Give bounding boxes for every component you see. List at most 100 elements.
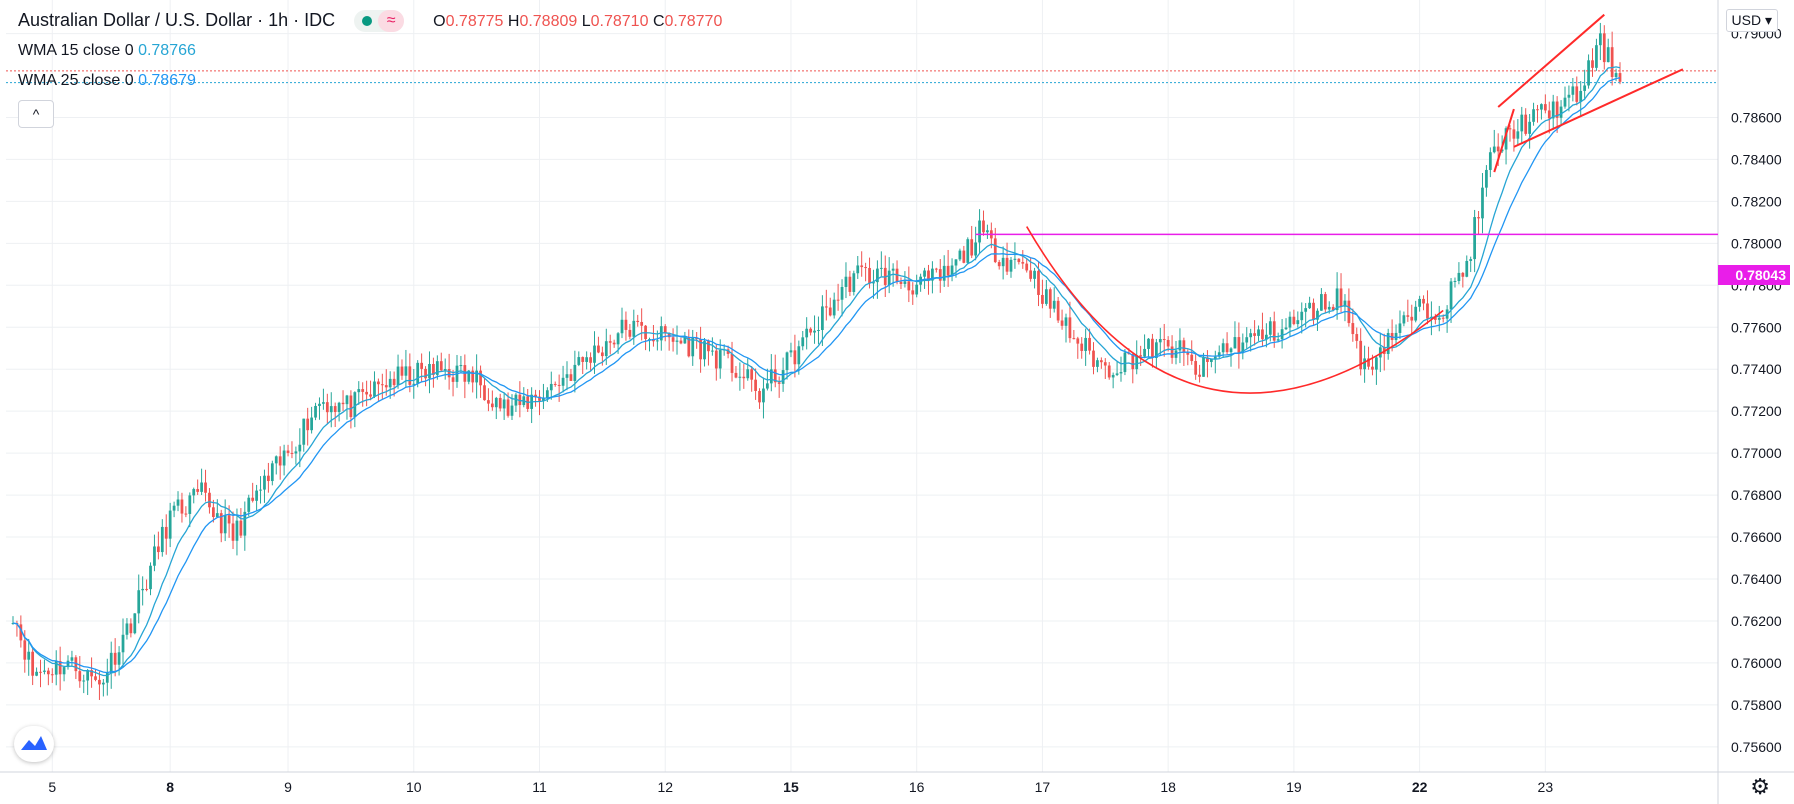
candle-body (970, 239, 974, 256)
candle (899, 277, 903, 290)
candle-body (1241, 342, 1245, 354)
candle-body (927, 270, 930, 281)
candle-body (553, 383, 557, 385)
candle (864, 262, 867, 282)
candle-body (982, 220, 985, 233)
candle-body (879, 267, 883, 269)
candle-body (1327, 306, 1331, 310)
wma25-value: 0.78679 (138, 72, 196, 89)
candle-body (1292, 316, 1296, 325)
candle (1320, 288, 1323, 311)
candle-body (1433, 316, 1437, 320)
candle-body (828, 307, 832, 316)
candle-body (573, 364, 577, 381)
candle (1099, 357, 1103, 369)
candle (180, 492, 184, 523)
candle (1056, 296, 1060, 323)
candle-body (821, 306, 824, 331)
legend-collapse-button[interactable]: ^ (18, 100, 54, 128)
candle (1068, 301, 1072, 343)
candle (1265, 323, 1268, 348)
status-pill[interactable]: ≈ (354, 10, 405, 33)
candle (1367, 346, 1370, 370)
candle (1131, 352, 1135, 384)
y-tick-label: 0.77600 (1731, 319, 1782, 335)
candle-body (78, 671, 82, 682)
candle-body (1029, 270, 1033, 279)
candle-body (270, 463, 274, 482)
candle-body (876, 268, 879, 283)
candle-body (153, 546, 156, 566)
candle (377, 378, 380, 401)
candle-body (247, 497, 251, 512)
candle-body (762, 388, 765, 403)
candle-body (856, 265, 860, 274)
candle-body (223, 515, 227, 534)
candle-body (813, 330, 816, 333)
candle-body (1068, 317, 1072, 339)
candle-body (1426, 303, 1429, 319)
candle (828, 297, 832, 317)
candle-body (164, 526, 168, 539)
x-tick-label: 12 (657, 779, 673, 795)
candle-body (663, 326, 667, 333)
candle-body (1371, 366, 1374, 370)
candle (589, 352, 592, 371)
candle (1119, 356, 1123, 382)
candle-body (1092, 350, 1095, 367)
x-tick-label: 17 (1035, 779, 1051, 795)
candle-body (581, 357, 585, 362)
candle-body (310, 417, 313, 431)
candle-body (306, 418, 310, 431)
candle-body (534, 394, 537, 397)
candle (1398, 310, 1402, 340)
candle (1162, 323, 1166, 357)
candle-body (31, 651, 35, 676)
candle (974, 226, 978, 261)
x-tick-label: 19 (1286, 779, 1302, 795)
candle-body (750, 369, 754, 380)
candle (832, 292, 836, 319)
candle-body (608, 341, 612, 343)
gear-icon[interactable]: ⚙ (1750, 774, 1770, 799)
candle-body (1272, 321, 1276, 341)
candle (1001, 246, 1005, 280)
candle (27, 638, 31, 676)
candle (1508, 125, 1512, 142)
candle-body (1280, 329, 1284, 340)
candle-body (1107, 365, 1111, 378)
candle (1485, 165, 1488, 197)
candle (82, 674, 86, 694)
candle (1194, 354, 1198, 380)
wma15-legend[interactable]: WMA 15 close 0 0.78766 (18, 42, 196, 60)
candle (443, 358, 447, 380)
candle-body (907, 281, 911, 291)
candle-body (1139, 355, 1143, 357)
candle-body (490, 403, 494, 408)
candle-body (1323, 294, 1327, 310)
symbol-title[interactable]: Australian Dollar / U.S. Dollar · 1h · I… (18, 10, 336, 30)
candle (640, 308, 644, 341)
candle-body (94, 676, 97, 680)
candle (1453, 277, 1457, 288)
candle-body (1111, 374, 1115, 378)
candle-body (1265, 334, 1268, 340)
wma25-legend[interactable]: WMA 25 close 0 0.78679 (18, 72, 196, 90)
candle (718, 339, 722, 379)
candle (793, 334, 797, 378)
candle (1209, 358, 1213, 368)
candle-body (836, 299, 840, 301)
candle-body (184, 513, 188, 515)
x-tick-label: 5 (48, 779, 56, 795)
currency-button[interactable]: USD ▾ (1725, 9, 1778, 32)
candle (585, 351, 589, 370)
tradingview-logo-icon[interactable] (14, 726, 54, 762)
candle-body (1441, 317, 1445, 319)
ohlc-close-key: C (652, 13, 665, 30)
candle (801, 330, 805, 351)
candle (215, 499, 219, 518)
candle (1025, 258, 1029, 273)
candle-body (74, 657, 78, 672)
